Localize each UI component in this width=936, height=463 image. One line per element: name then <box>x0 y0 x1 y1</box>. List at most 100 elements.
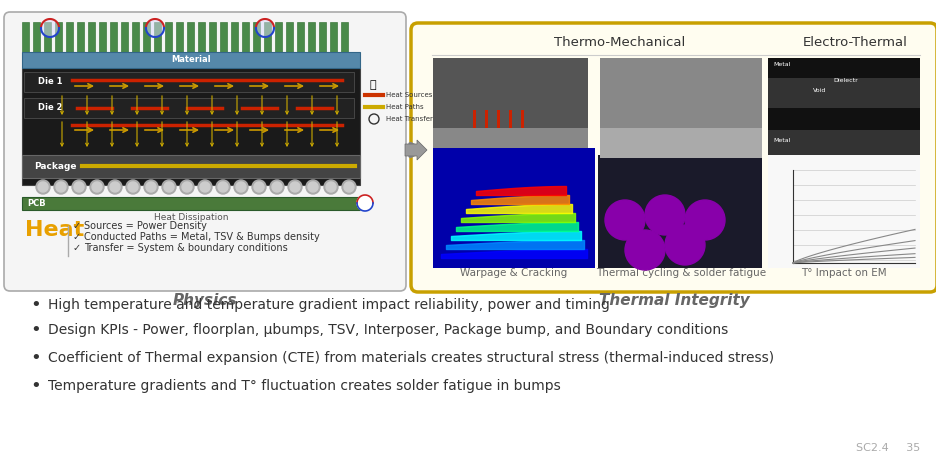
Text: PCB: PCB <box>27 199 46 208</box>
Circle shape <box>216 180 230 194</box>
Circle shape <box>619 214 631 226</box>
Circle shape <box>670 230 700 260</box>
Circle shape <box>38 182 48 192</box>
Bar <box>600 58 762 158</box>
Bar <box>165 22 172 52</box>
Circle shape <box>615 210 635 230</box>
Text: Sources = Power Density: Sources = Power Density <box>84 221 207 231</box>
Bar <box>33 22 40 52</box>
Bar <box>121 22 128 52</box>
Circle shape <box>146 19 164 37</box>
Circle shape <box>198 180 212 194</box>
Circle shape <box>256 19 274 37</box>
FancyBboxPatch shape <box>411 23 936 292</box>
Bar <box>297 22 304 52</box>
Bar <box>242 22 249 52</box>
Bar <box>66 22 73 52</box>
Circle shape <box>645 195 685 235</box>
Circle shape <box>110 182 120 192</box>
Bar <box>253 22 260 52</box>
Bar <box>55 22 62 52</box>
Bar <box>220 22 227 52</box>
Circle shape <box>605 200 645 240</box>
Text: Coefficient of Thermal expansion (CTE) from materials creates structural stress : Coefficient of Thermal expansion (CTE) f… <box>48 351 774 365</box>
Circle shape <box>642 247 648 253</box>
Bar <box>77 22 84 52</box>
Circle shape <box>655 205 675 225</box>
Text: Metal: Metal <box>773 138 790 143</box>
Bar <box>99 22 106 52</box>
Bar <box>768 108 920 130</box>
Circle shape <box>695 210 715 230</box>
Circle shape <box>90 180 104 194</box>
Text: Metal: Metal <box>773 63 790 68</box>
Circle shape <box>288 180 302 194</box>
Bar <box>768 155 920 268</box>
Bar <box>509 110 512 128</box>
Text: Physics: Physics <box>173 294 237 308</box>
Circle shape <box>682 242 688 248</box>
Circle shape <box>650 200 680 230</box>
Bar <box>176 22 183 52</box>
Bar <box>485 110 488 128</box>
Bar <box>22 197 360 210</box>
Text: •: • <box>30 349 41 367</box>
Text: Material: Material <box>171 56 211 64</box>
Bar <box>768 130 920 155</box>
Text: Dielectr: Dielectr <box>833 77 857 82</box>
Circle shape <box>306 180 320 194</box>
Text: Heat Paths: Heat Paths <box>386 104 424 110</box>
FancyArrow shape <box>405 140 427 160</box>
Circle shape <box>252 180 266 194</box>
Circle shape <box>162 180 176 194</box>
Bar <box>154 22 161 52</box>
Circle shape <box>236 182 246 192</box>
Text: Void: Void <box>813 88 826 93</box>
Circle shape <box>41 19 59 37</box>
Circle shape <box>630 235 660 265</box>
Circle shape <box>146 182 156 192</box>
Bar <box>497 110 500 128</box>
Bar <box>22 52 360 68</box>
Bar <box>286 22 293 52</box>
Circle shape <box>690 205 720 235</box>
Bar <box>22 155 360 178</box>
Circle shape <box>342 180 356 194</box>
Circle shape <box>622 217 628 223</box>
Text: Heat: Heat <box>25 220 84 240</box>
Circle shape <box>659 209 671 221</box>
Text: •: • <box>30 296 41 314</box>
Bar <box>473 110 476 128</box>
Bar <box>264 22 271 52</box>
Bar <box>24 98 354 118</box>
Circle shape <box>92 182 102 192</box>
Circle shape <box>675 235 695 255</box>
Text: Die 1: Die 1 <box>38 77 63 87</box>
Bar <box>231 22 238 52</box>
Text: Thermal Integrity: Thermal Integrity <box>599 294 750 308</box>
Circle shape <box>639 244 651 256</box>
Circle shape <box>344 182 354 192</box>
Text: ✓: ✓ <box>73 232 81 242</box>
Circle shape <box>685 200 725 240</box>
Text: Design KPIs - Power, floorplan, μbumps, TSV, Interposer, Package bump, and Bound: Design KPIs - Power, floorplan, μbumps, … <box>48 323 728 337</box>
Circle shape <box>36 180 50 194</box>
Bar <box>187 22 194 52</box>
Bar <box>44 22 51 52</box>
Bar <box>768 78 920 108</box>
Bar <box>110 22 117 52</box>
Circle shape <box>324 180 338 194</box>
Bar <box>330 22 337 52</box>
Bar <box>88 22 95 52</box>
Circle shape <box>662 212 668 218</box>
Text: Warpage & Cracking: Warpage & Cracking <box>461 268 567 278</box>
Circle shape <box>126 180 140 194</box>
Text: Conducted Paths = Metal, TSV & Bumps density: Conducted Paths = Metal, TSV & Bumps den… <box>84 232 320 242</box>
Circle shape <box>144 180 158 194</box>
Circle shape <box>128 182 138 192</box>
Circle shape <box>272 182 282 192</box>
Text: Temperature gradients and T° fluctuation creates solder fatigue in bumps: Temperature gradients and T° fluctuation… <box>48 379 561 393</box>
Circle shape <box>308 182 318 192</box>
Circle shape <box>72 180 86 194</box>
Text: High temperature and temperature gradient impact reliability, power and timing: High temperature and temperature gradien… <box>48 298 610 312</box>
